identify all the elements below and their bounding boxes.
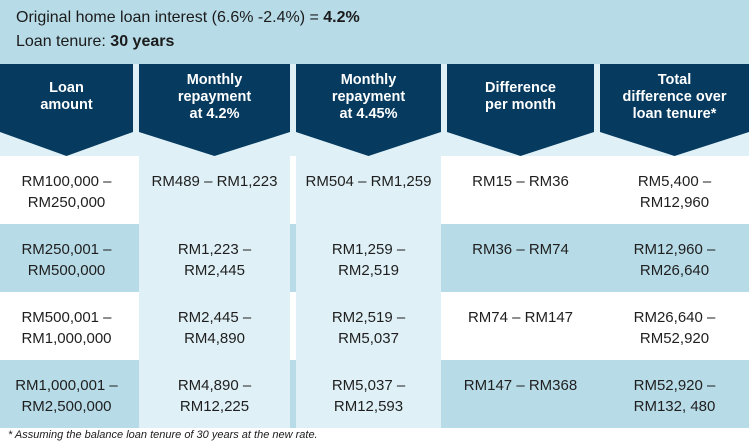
interest-summary: Original home loan interest (6.6% -2.4%)… [16,9,360,27]
header-arrow-shape [296,64,441,156]
table-cell: RM2,519 – RM5,037 [296,292,441,360]
table-cell: RM100,000 – RM250,000 [0,156,133,224]
header-monthly-4-2: Monthly repayment at 4.2% [139,64,290,156]
header-label: Difference per month [485,80,556,113]
header-arrow-shape [139,64,290,156]
table-cell: RM489 – RM1,223 [139,156,290,224]
header-label: Monthly repayment at 4.2% [177,72,252,122]
tenure-summary: Loan tenure: 30 years [16,33,174,51]
table-cell: RM15 – RM36 [447,156,594,224]
header-arrow-shape [0,64,133,156]
table-cell: RM2,445 – RM4,890 [139,292,290,360]
table-row: RM100,000 – RM250,000 RM489 – RM1,223 RM50… [0,156,749,224]
header-label: Total difference over loan tenure* [622,72,727,122]
tenure-label: Loan tenure: [16,33,111,50]
table-cell: RM52,920 – RM132, 480 [600,360,749,428]
header-arrow-shape [600,64,749,156]
table-cell: RM504 – RM1,259 [296,156,441,224]
table-header: Loan amount Monthly repayment at 4.2% Mo… [0,64,749,156]
summary-banner: Original home loan interest (6.6% -2.4%)… [0,0,749,64]
table-cell: RM1,223 – RM2,445 [139,224,290,292]
table-cell: RM26,640 – RM52,920 [600,292,749,360]
header-label: Monthly repayment at 4.45% [331,72,406,122]
table-cell: RM5,037 – RM12,593 [296,360,441,428]
header-total-difference: Total difference over loan tenure* [600,64,749,156]
table-cell: RM36 – RM74 [447,224,594,292]
header-monthly-4-45: Monthly repayment at 4.45% [296,64,441,156]
header-label: Loan amount [40,80,93,113]
table-cell: RM1,259 – RM2,519 [296,224,441,292]
table-cell: RM5,400 – RM12,960 [600,156,749,224]
header-difference: Difference per month [447,64,594,156]
table-cell: RM250,001 – RM500,000 [0,224,133,292]
interest-label: Original home loan interest (6.6% -2.4%)… [16,9,324,26]
table-row: RM250,001 – RM500,000 RM1,223 – RM2,445 RM… [0,224,749,292]
table-row: RM500,001 – RM1,000,000 RM2,445 – RM4,890… [0,292,749,360]
table-cell: RM147 – RM368 [447,360,594,428]
header-loan-amount: Loan amount [0,64,133,156]
table-cell: RM74 – RM147 [447,292,594,360]
tenure-value: 30 years [110,33,175,50]
table-row: RM1,000,001 – RM2,500,000 RM4,890 – RM12,… [0,360,749,428]
table-cell: RM1,000,001 – RM2,500,000 [0,360,133,428]
table-cell: RM12,960 – RM26,640 [600,224,749,292]
table-cell: RM4,890 – RM12,225 [139,360,290,428]
footnote: * Assuming the balance loan tenure of 30… [8,429,318,441]
header-arrow-shape [447,64,594,156]
interest-value: 4.2% [323,9,360,26]
table-cell: RM500,001 – RM1,000,000 [0,292,133,360]
